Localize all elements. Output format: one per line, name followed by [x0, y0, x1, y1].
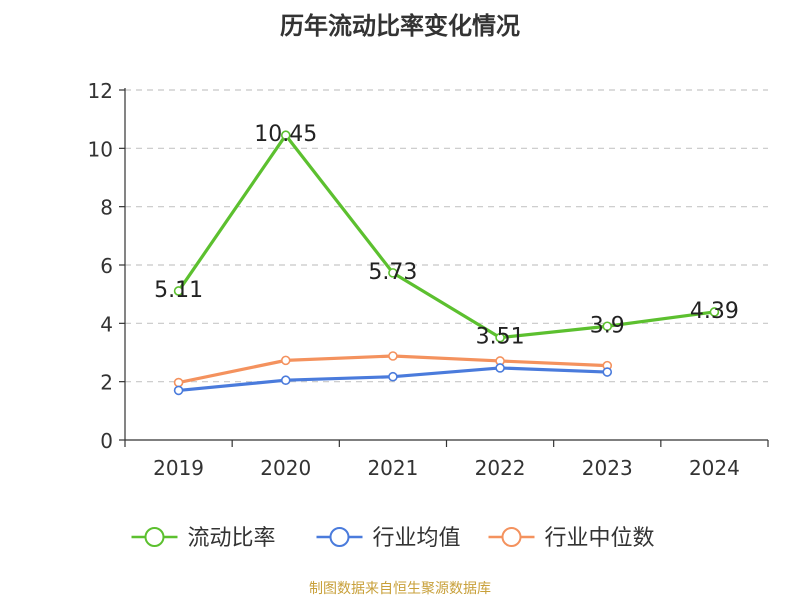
data-point: [709, 307, 720, 317]
data-label: 5.11: [154, 278, 203, 303]
data-point: [495, 363, 505, 373]
x-tick-label: 2020: [260, 456, 311, 480]
data-label: 10.45: [254, 122, 317, 147]
data-label: 3.51: [476, 325, 525, 350]
legend-marker: [329, 527, 350, 547]
data-label: 3.9: [590, 313, 625, 338]
series-line-0: [177, 133, 715, 340]
data-point: [280, 130, 291, 141]
data-label: 5.73: [368, 260, 417, 285]
y-tick-label: 6: [100, 254, 113, 278]
data-point: [602, 367, 613, 377]
data-labels: 5.11 10.45 5.73 3.51 3.9 4.39: [154, 122, 739, 349]
chart-title: 历年流动比率变化情况: [280, 12, 520, 40]
data-point: [388, 268, 398, 278]
legend-item: 流动比率: [131, 526, 276, 551]
y-tick-label: 8: [100, 196, 113, 220]
x-tick-label: 2024: [689, 456, 740, 480]
y-tick-label: 0: [100, 429, 113, 453]
y-tick-label: 10: [88, 137, 113, 161]
data-point: [173, 286, 184, 296]
x-tick-label: 2021: [367, 456, 418, 480]
legend-label: 流动比率: [188, 526, 276, 551]
data-point: [173, 385, 184, 396]
legend-item: 行业中位数: [488, 526, 655, 551]
data-point: [388, 351, 398, 361]
data-point: [388, 371, 398, 382]
legend: 流动比率 行业均值 行业中位数: [131, 526, 655, 551]
y-tick-label: 12: [88, 79, 113, 103]
legend-item: 行业均值: [316, 526, 461, 551]
data-point: [602, 321, 613, 332]
y-tick-label: 4: [100, 312, 113, 336]
legend-label: 行业中位数: [545, 526, 655, 551]
axes: 0 2 4 6 8 10 12 2019 2020 2021 2022 2023 2024: [88, 79, 769, 480]
data-point: [495, 332, 505, 343]
x-tick-label: 2019: [153, 456, 204, 480]
data-point: [173, 377, 184, 388]
series-lines: [173, 130, 720, 396]
data-point: [280, 375, 291, 386]
legend-label: 行业均值: [373, 526, 461, 551]
data-point: [280, 355, 291, 366]
legend-marker: [144, 527, 165, 547]
source-footer: 制图数据来自恒生聚源数据库: [309, 581, 491, 597]
legend-marker: [501, 527, 522, 547]
x-tick-label: 2023: [582, 456, 633, 480]
x-tick-label: 2022: [475, 456, 526, 480]
y-tick-label: 2: [100, 371, 113, 395]
grid-lines: [125, 89, 768, 383]
data-label: 4.39: [690, 299, 739, 324]
